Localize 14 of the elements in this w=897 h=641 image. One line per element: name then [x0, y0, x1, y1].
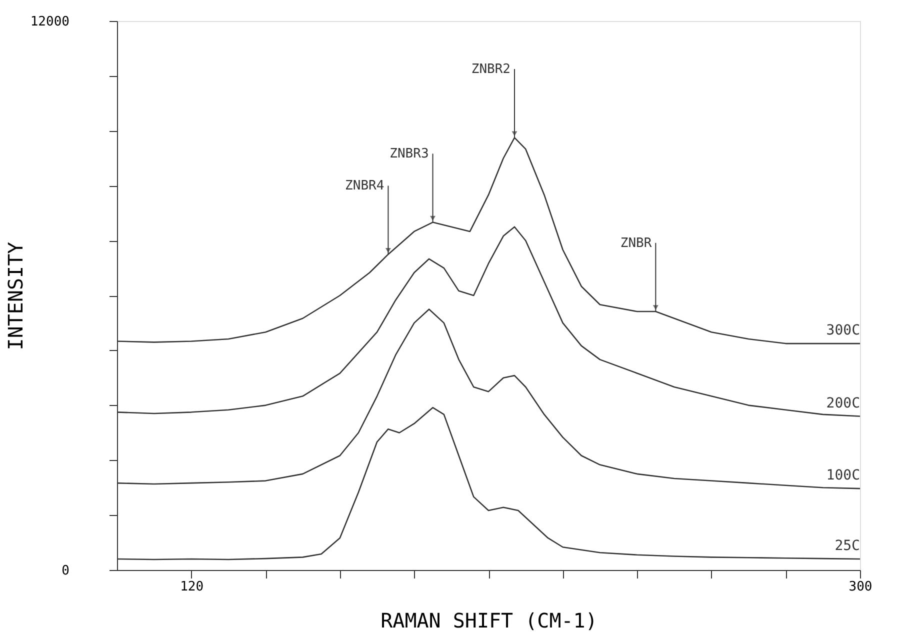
series-label: 25C — [834, 538, 860, 554]
x-axis-title: RAMAN SHIFT (CM-1) — [380, 608, 598, 632]
y-tick-label: 12000 — [30, 14, 70, 30]
series-label: 300C — [826, 322, 860, 339]
annotation: ZNBR3 — [390, 146, 429, 162]
series-label: 200C — [826, 395, 860, 412]
annotation: ZNBR — [620, 236, 652, 251]
series-label: 100C — [826, 468, 860, 484]
x-tick-label: 120 — [180, 580, 204, 594]
x-tick-label: 300 — [848, 580, 872, 594]
y-axis-title: INTENSITY — [3, 242, 28, 350]
annotation: ZNBR2 — [471, 62, 511, 78]
y-tick-label: 0 — [62, 564, 70, 578]
annotation: ZNBR4 — [345, 178, 384, 194]
